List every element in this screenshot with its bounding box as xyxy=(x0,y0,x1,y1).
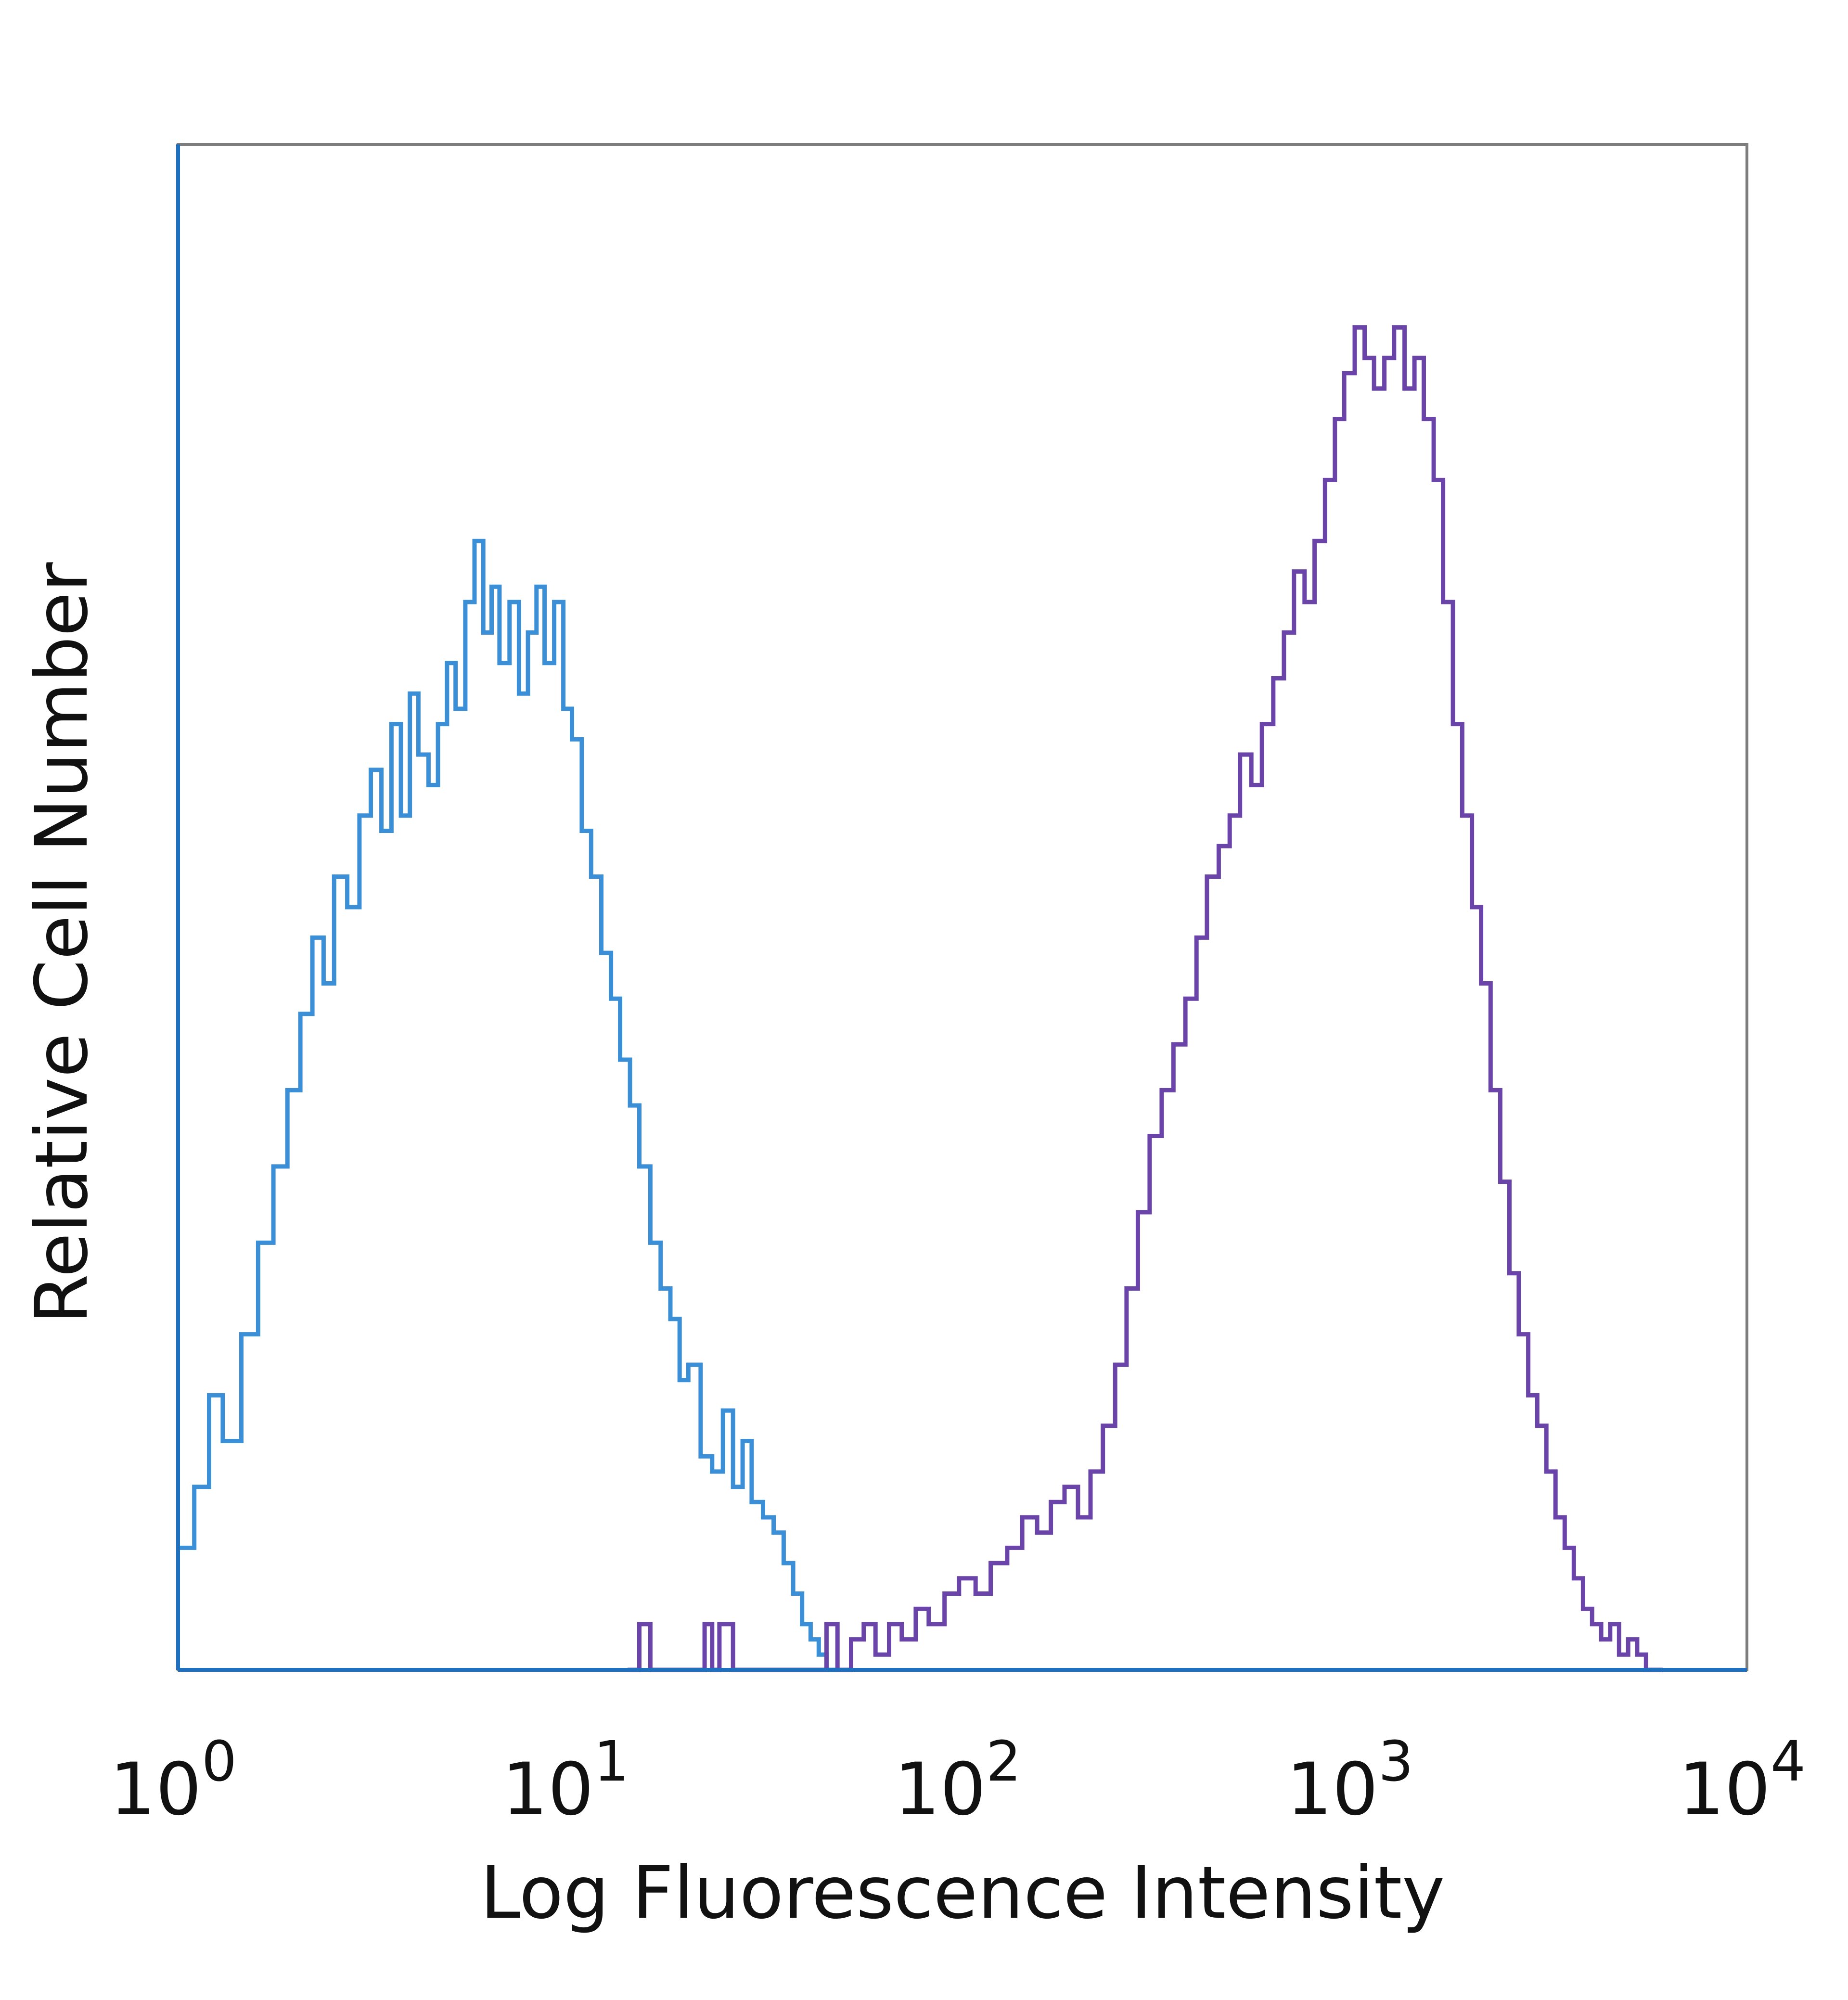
histogram-series-2 xyxy=(628,325,1663,1672)
x-tick-labels: 100 101 102 103 104 xyxy=(110,1730,1806,1832)
histogram-series-1 xyxy=(178,538,845,1672)
x-tick-label-1: 101 xyxy=(502,1730,629,1832)
series-group xyxy=(178,325,1663,1672)
plot-area xyxy=(177,143,1748,1671)
x-tick-label-4: 104 xyxy=(1679,1730,1806,1832)
x-tick-label-0: 100 xyxy=(110,1730,237,1832)
x-tick-label-2: 102 xyxy=(894,1730,1021,1832)
plot-frame xyxy=(177,143,1748,1671)
x-axis-title: Log Fluorescence Intensity xyxy=(480,1851,1445,1935)
x-tick-label-3: 103 xyxy=(1286,1730,1413,1832)
axes xyxy=(176,144,1747,1672)
y-axis-title: Relative Cell Number xyxy=(20,562,104,1324)
